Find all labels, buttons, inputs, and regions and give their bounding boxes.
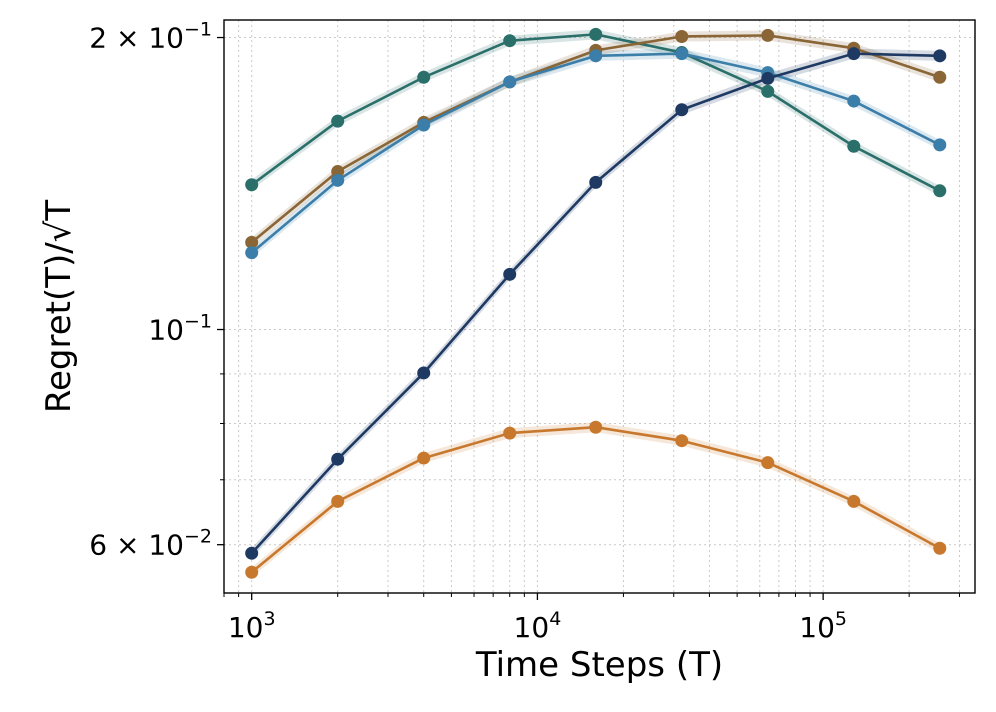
data-point-navy xyxy=(331,452,345,466)
data-point-blue xyxy=(847,94,861,108)
data-point-orange xyxy=(847,494,861,508)
data-point-blue xyxy=(331,173,345,187)
y-axis-label: Regret(T)/√T xyxy=(39,200,79,413)
data-point-brown xyxy=(675,29,689,43)
x-tick-label: 104 xyxy=(514,608,562,644)
data-point-teal xyxy=(933,184,947,198)
y-tick-label: 2 × 10−1 xyxy=(89,19,212,55)
data-point-teal xyxy=(417,70,431,84)
data-point-teal xyxy=(331,114,345,128)
data-point-teal xyxy=(245,178,259,192)
x-tick-label: 105 xyxy=(799,608,847,644)
y-tick-label: 6 × 10−2 xyxy=(89,526,212,562)
data-point-blue xyxy=(245,246,259,260)
data-point-brown xyxy=(245,235,259,249)
data-point-navy xyxy=(245,546,259,560)
data-point-navy xyxy=(675,103,689,117)
x-tick-label: 103 xyxy=(228,608,276,644)
x-axis-label: Time Steps (T) xyxy=(475,645,723,685)
data-point-brown xyxy=(933,70,947,84)
data-point-orange xyxy=(675,434,689,448)
data-point-orange xyxy=(331,494,345,508)
confidence-band-brown xyxy=(251,30,940,248)
data-point-orange xyxy=(589,420,603,434)
series-orange xyxy=(245,420,947,579)
data-point-blue xyxy=(589,49,603,63)
series-layer xyxy=(245,27,947,579)
data-point-navy xyxy=(589,175,603,189)
data-point-navy xyxy=(503,267,517,281)
data-point-teal xyxy=(761,84,775,98)
series-navy xyxy=(245,47,947,560)
series-teal xyxy=(245,27,947,198)
plot-frame xyxy=(223,19,976,594)
data-point-navy xyxy=(847,47,861,61)
data-point-teal xyxy=(503,34,517,48)
grid-layer xyxy=(223,20,975,593)
data-point-orange xyxy=(503,426,517,440)
data-point-navy xyxy=(933,49,947,63)
series-blue xyxy=(245,47,947,260)
data-point-orange xyxy=(933,541,947,555)
data-point-orange xyxy=(761,456,775,470)
tick-layer: 103 104 105 2 × 10−1 10−1 6 × 10−2 xyxy=(89,19,960,644)
data-point-blue xyxy=(675,47,689,61)
data-point-blue xyxy=(417,118,431,132)
data-point-orange xyxy=(245,565,259,579)
data-point-brown xyxy=(761,28,775,42)
data-point-blue xyxy=(503,75,517,89)
data-point-orange xyxy=(417,451,431,465)
data-point-navy xyxy=(417,366,431,380)
data-point-blue xyxy=(933,138,947,152)
data-point-teal xyxy=(589,27,603,41)
data-point-teal xyxy=(847,139,861,153)
data-point-navy xyxy=(761,71,775,85)
y-tick-label: 10−1 xyxy=(148,311,212,347)
